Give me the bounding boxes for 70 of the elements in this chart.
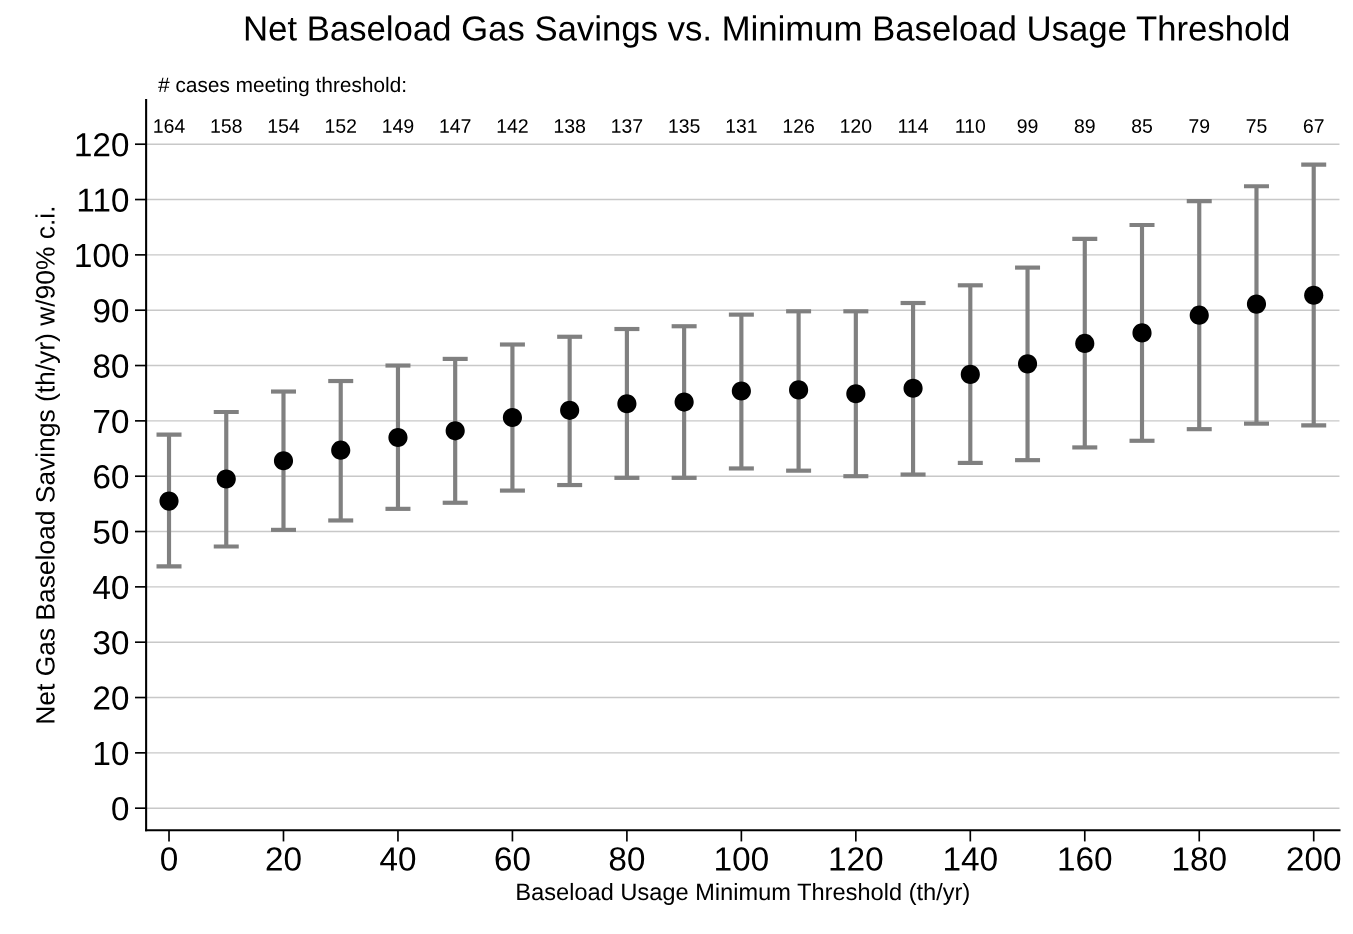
point xyxy=(1017,354,1038,374)
annotation: 142 xyxy=(497,119,528,133)
annotation: 135 xyxy=(669,119,700,133)
y-tick-label: 80 xyxy=(93,354,129,378)
point xyxy=(960,364,980,384)
annotation: 75 xyxy=(1246,119,1267,133)
point xyxy=(216,469,236,489)
annotation: 99 xyxy=(1017,119,1038,133)
annotation: 152 xyxy=(325,119,356,133)
annotation: 85 xyxy=(1132,119,1153,133)
point xyxy=(1075,333,1095,353)
x-tick-label: 20 xyxy=(266,847,301,871)
point xyxy=(789,380,809,400)
y-tick-label: 40 xyxy=(93,575,129,600)
point xyxy=(1304,285,1324,305)
annotation: 114 xyxy=(899,119,929,133)
annotation: 120 xyxy=(841,119,872,133)
x-tick-label: 80 xyxy=(609,847,645,871)
annotation: 138 xyxy=(554,119,586,133)
point xyxy=(617,394,637,414)
y-tick-label: 50 xyxy=(93,520,129,544)
point xyxy=(331,440,351,460)
x-tick-label: 120 xyxy=(830,847,883,871)
x-tick-label: 0 xyxy=(161,847,177,871)
y-tick-label: 120 xyxy=(76,133,129,157)
y-tick-label: 10 xyxy=(94,741,129,766)
y-tick-label: 110 xyxy=(78,188,129,212)
annotation: 126 xyxy=(783,119,814,133)
x-tick-label: 60 xyxy=(495,847,530,871)
annotation: 154 xyxy=(268,119,300,133)
annotation: 137 xyxy=(612,119,643,133)
y-tick-label: 90 xyxy=(93,299,129,323)
annotation: 164 xyxy=(154,119,185,133)
y-tick-label: 70 xyxy=(94,409,129,434)
y-tick-label: 20 xyxy=(94,686,129,710)
point xyxy=(445,421,465,441)
y-axis-title: Net Gas Baseload Savings (th/yr) w/90% c.i. xyxy=(35,207,60,723)
y-tick-label: 100 xyxy=(76,243,129,268)
point xyxy=(273,451,294,471)
annotation: 110 xyxy=(956,119,986,133)
point xyxy=(846,384,866,404)
chart-title: Net Baseload Gas Savings vs. Minimum Baseload Usage Threshold xyxy=(245,15,1289,48)
x-axis-title: Baseload Usage Minimum Threshold (th/yr) xyxy=(517,882,969,905)
point xyxy=(674,392,694,412)
point xyxy=(1246,294,1267,314)
annotation: 131 xyxy=(726,119,757,133)
x-tick-label: 180 xyxy=(1173,847,1226,871)
x-tick-label: 160 xyxy=(1059,847,1112,871)
annotation: 158 xyxy=(211,119,242,133)
y-tick-label: 60 xyxy=(94,465,129,489)
annotation: 149 xyxy=(383,119,414,133)
point xyxy=(159,491,179,511)
point xyxy=(502,407,522,428)
annotation: 147 xyxy=(440,119,471,133)
y-tick-label: 30 xyxy=(93,631,129,655)
x-tick-label: 40 xyxy=(380,847,416,871)
point xyxy=(1189,305,1209,325)
annotation: 67 xyxy=(1303,119,1324,133)
annotation: 79 xyxy=(1189,119,1210,133)
point xyxy=(560,400,580,420)
x-tick-label: 100 xyxy=(716,847,768,871)
point xyxy=(903,378,923,398)
x-tick-label: 140 xyxy=(945,847,997,871)
text: # cases meeting threshold: xyxy=(158,76,406,97)
point xyxy=(1132,323,1152,343)
y-tick-label: 0 xyxy=(112,797,129,821)
point xyxy=(731,381,751,401)
annotation: 89 xyxy=(1074,119,1095,133)
point xyxy=(388,427,408,448)
x-tick-label: 200 xyxy=(1287,847,1341,871)
